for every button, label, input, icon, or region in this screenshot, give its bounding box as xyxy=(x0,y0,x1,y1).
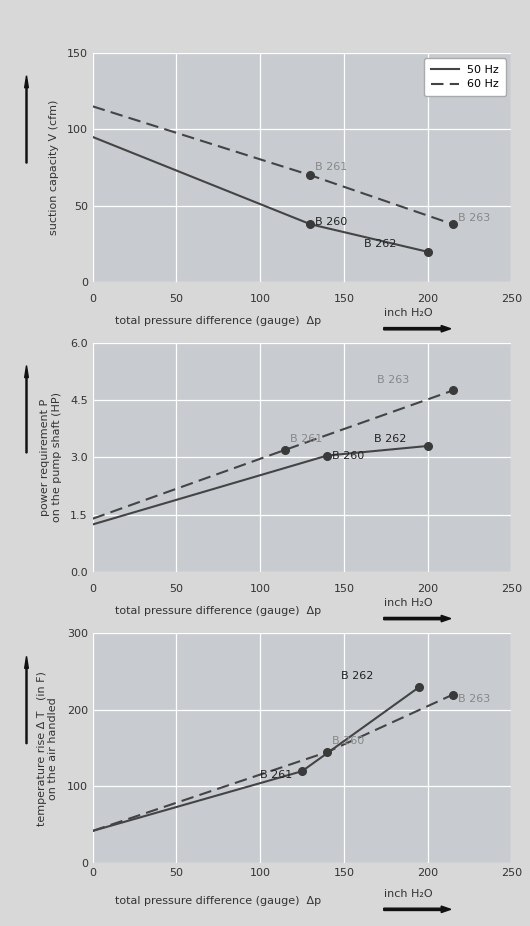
Y-axis label: temperature rise Δ T   (in F)
on the air handled: temperature rise Δ T (in F) on the air h… xyxy=(37,670,58,826)
Text: 0: 0 xyxy=(89,584,96,594)
Text: B 260: B 260 xyxy=(332,451,365,461)
Text: B 260: B 260 xyxy=(332,736,365,746)
Text: B 262: B 262 xyxy=(374,434,407,444)
Text: 250: 250 xyxy=(501,294,522,305)
Text: 200: 200 xyxy=(417,584,438,594)
Text: B 262: B 262 xyxy=(364,239,396,249)
Text: 50: 50 xyxy=(170,584,183,594)
Text: 100: 100 xyxy=(250,584,271,594)
Legend: 50 Hz, 60 Hz: 50 Hz, 60 Hz xyxy=(424,58,506,96)
Text: total pressure difference (gauge)  Δp: total pressure difference (gauge) Δp xyxy=(116,606,321,616)
Text: inch H₂O: inch H₂O xyxy=(384,308,432,319)
Text: B 260: B 260 xyxy=(315,218,348,227)
Text: total pressure difference (gauge)  Δp: total pressure difference (gauge) Δp xyxy=(116,896,321,907)
Text: B 262: B 262 xyxy=(341,670,373,681)
Text: 150: 150 xyxy=(333,294,355,305)
Text: B 261: B 261 xyxy=(315,162,348,172)
Text: B 261: B 261 xyxy=(260,770,293,781)
Text: total pressure difference (gauge)  Δp: total pressure difference (gauge) Δp xyxy=(116,316,321,326)
Text: 200: 200 xyxy=(417,294,438,305)
Text: B 261: B 261 xyxy=(290,434,323,444)
Y-axis label: suction capacity V (cfm): suction capacity V (cfm) xyxy=(49,100,58,235)
Y-axis label: power requirement P
on the pump shaft (HP): power requirement P on the pump shaft (H… xyxy=(40,393,62,522)
Text: 0: 0 xyxy=(89,294,96,305)
Text: 150: 150 xyxy=(333,584,355,594)
Text: inch H₂O: inch H₂O xyxy=(384,598,432,608)
Text: B 263: B 263 xyxy=(377,375,410,384)
Text: B 263: B 263 xyxy=(458,213,490,223)
Text: inch H₂O: inch H₂O xyxy=(384,889,432,899)
Text: 100: 100 xyxy=(250,294,271,305)
Text: 50: 50 xyxy=(170,294,183,305)
Text: B 263: B 263 xyxy=(458,694,490,704)
Text: 250: 250 xyxy=(501,584,522,594)
